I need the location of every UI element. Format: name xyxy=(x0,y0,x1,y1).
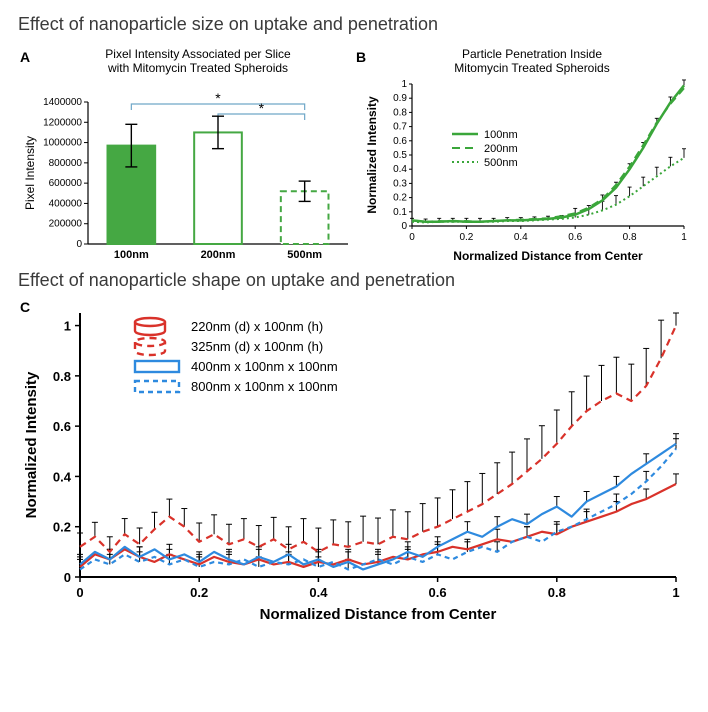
panel-b: B Particle Penetration Inside Mitomycin … xyxy=(362,41,692,266)
svg-text:0.9: 0.9 xyxy=(393,93,407,104)
panel-a-chart: 0 200000 400000 600000 800000 1000000 1200000 1… xyxy=(18,76,358,266)
svg-text:Normalized Intensity: Normalized Intensity xyxy=(365,96,379,214)
svg-text:Normalized Distance from Cente: Normalized Distance from Center xyxy=(260,606,497,623)
svg-text:200nm: 200nm xyxy=(484,143,518,155)
panel-b-chart: 0 0.1 0.2 0.3 0.4 0.5 0.6 0.7 0.8 0.9 1 0 0.2 0.4 0.6 0… xyxy=(362,76,692,266)
svg-text:0.4: 0.4 xyxy=(393,164,407,175)
svg-text:*: * xyxy=(259,100,265,116)
panel-b-title: Particle Penetration Inside Mitomycin Tr… xyxy=(362,41,692,76)
section1-title: Effect of nanoparticle size on uptake an… xyxy=(18,14,690,35)
svg-text:800nm x 100nm x 100nm: 800nm x 100nm x 100nm xyxy=(191,379,338,394)
panel-a-title: Pixel Intensity Associated per Slice wit… xyxy=(18,41,358,76)
svg-text:0.6: 0.6 xyxy=(53,419,71,434)
svg-text:400nm x 100nm x 100nm: 400nm x 100nm x 100nm xyxy=(191,359,338,374)
svg-text:1200000: 1200000 xyxy=(43,117,82,128)
svg-text:0.3: 0.3 xyxy=(393,178,407,189)
panel-label-a: A xyxy=(20,49,30,65)
panel-label-c: C xyxy=(20,299,30,315)
svg-text:1000000: 1000000 xyxy=(43,137,82,148)
svg-text:500nm: 500nm xyxy=(484,157,518,169)
svg-text:100nm: 100nm xyxy=(114,249,149,261)
svg-text:0.4: 0.4 xyxy=(53,469,72,484)
svg-text:0.1: 0.1 xyxy=(393,207,407,218)
svg-text:220nm (d) x 100nm (h): 220nm (d) x 100nm (h) xyxy=(191,319,323,334)
panel-label-b: B xyxy=(356,49,366,65)
panel-a-title-line1: Pixel Intensity Associated per Slice xyxy=(105,47,290,61)
svg-text:0: 0 xyxy=(76,239,82,250)
svg-text:800000: 800000 xyxy=(49,158,83,169)
panel-b-title-line1: Particle Penetration Inside xyxy=(462,47,602,61)
svg-text:0.8: 0.8 xyxy=(548,585,566,600)
svg-text:1: 1 xyxy=(64,318,71,333)
panel-b-title-line2: Mitomycin Treated Spheroids xyxy=(454,61,609,75)
svg-text:Normalized Intensity: Normalized Intensity xyxy=(23,371,40,518)
svg-text:0.6: 0.6 xyxy=(393,136,407,147)
svg-text:0.2: 0.2 xyxy=(459,232,473,243)
svg-text:325nm (d) x 100nm (h): 325nm (d) x 100nm (h) xyxy=(191,339,323,354)
svg-text:100nm: 100nm xyxy=(484,129,518,141)
section2-title: Effect of nanoparticle shape on uptake a… xyxy=(18,270,690,291)
svg-text:1: 1 xyxy=(681,232,687,243)
svg-text:0.2: 0.2 xyxy=(53,519,71,534)
svg-text:0.4: 0.4 xyxy=(514,232,528,243)
svg-text:200nm: 200nm xyxy=(201,249,236,261)
svg-text:0.7: 0.7 xyxy=(393,121,407,132)
panel-a: A Pixel Intensity Associated per Slice w… xyxy=(18,41,358,266)
panel-a-title-line2: with Mitomycin Treated Spheroids xyxy=(108,61,288,75)
svg-text:600000: 600000 xyxy=(49,178,83,189)
svg-text:0.8: 0.8 xyxy=(623,232,637,243)
svg-text:0: 0 xyxy=(401,221,407,232)
svg-text:0.5: 0.5 xyxy=(393,150,407,161)
svg-text:0: 0 xyxy=(64,570,71,585)
svg-text:*: * xyxy=(215,90,221,106)
svg-text:1: 1 xyxy=(401,79,407,90)
svg-text:1: 1 xyxy=(672,585,679,600)
svg-text:Pixel Intensity: Pixel Intensity xyxy=(23,136,37,210)
panel-c-chart: 0 0.2 0.4 0.6 0.8 1 0 0.2 0.4 0.6 0.8 1 Normalized I… xyxy=(18,297,690,627)
svg-text:400000: 400000 xyxy=(49,198,83,209)
svg-text:Normalized Distance from Cente: Normalized Distance from Center xyxy=(453,249,643,263)
panel-c: C 0 0.2 0.4 0.6 0.8 1 0 0.2 0.4 0.6 0.8 1 Normalized… xyxy=(18,297,690,627)
svg-text:0.2: 0.2 xyxy=(393,192,407,203)
svg-text:1400000: 1400000 xyxy=(43,97,82,108)
svg-text:0.6: 0.6 xyxy=(429,585,447,600)
svg-text:500nm: 500nm xyxy=(287,249,322,261)
svg-text:0.4: 0.4 xyxy=(309,585,328,600)
svg-text:200000: 200000 xyxy=(49,218,83,229)
svg-text:0.8: 0.8 xyxy=(393,107,407,118)
svg-text:0: 0 xyxy=(76,585,83,600)
svg-text:0.6: 0.6 xyxy=(568,232,582,243)
svg-text:0.2: 0.2 xyxy=(190,585,208,600)
svg-text:0.8: 0.8 xyxy=(53,369,71,384)
svg-text:0: 0 xyxy=(409,232,415,243)
